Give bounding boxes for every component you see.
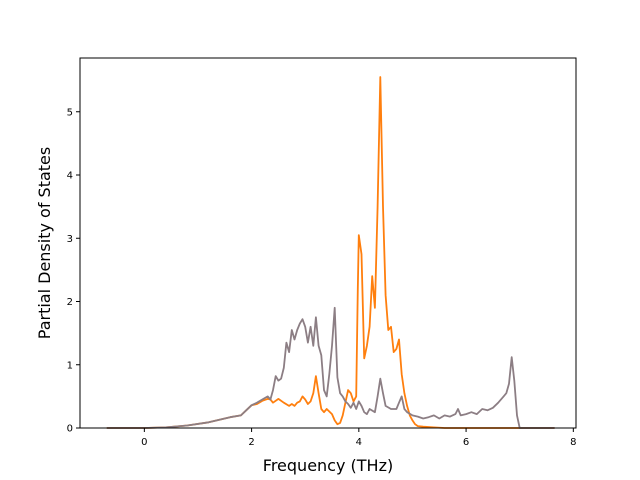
series-line-2 — [106, 306, 555, 429]
series-layer — [106, 76, 555, 429]
y-axis-label: Partial Density of States — [35, 147, 54, 339]
x-tick-label: 0 — [141, 437, 147, 448]
y-tick-label: 3 — [67, 234, 73, 245]
y-tick-label: 1 — [67, 360, 73, 371]
x-axis-label: Frequency (THz) — [263, 456, 393, 475]
x-tick-label: 2 — [248, 437, 254, 448]
y-tick-label: 0 — [67, 424, 73, 435]
x-axis-ticks: 0 2 4 6 8 — [141, 428, 577, 448]
y-tick-label: 2 — [67, 297, 73, 308]
plot-frame — [79, 57, 577, 429]
y-axis-ticks: 0 1 2 3 4 5 — [67, 107, 80, 435]
x-tick-label: 6 — [463, 437, 469, 448]
y-tick-label: 5 — [67, 107, 73, 118]
series-line-1 — [106, 76, 555, 429]
x-tick-label: 8 — [570, 437, 576, 448]
y-tick-label: 4 — [67, 171, 73, 182]
x-tick-label: 4 — [356, 437, 362, 448]
